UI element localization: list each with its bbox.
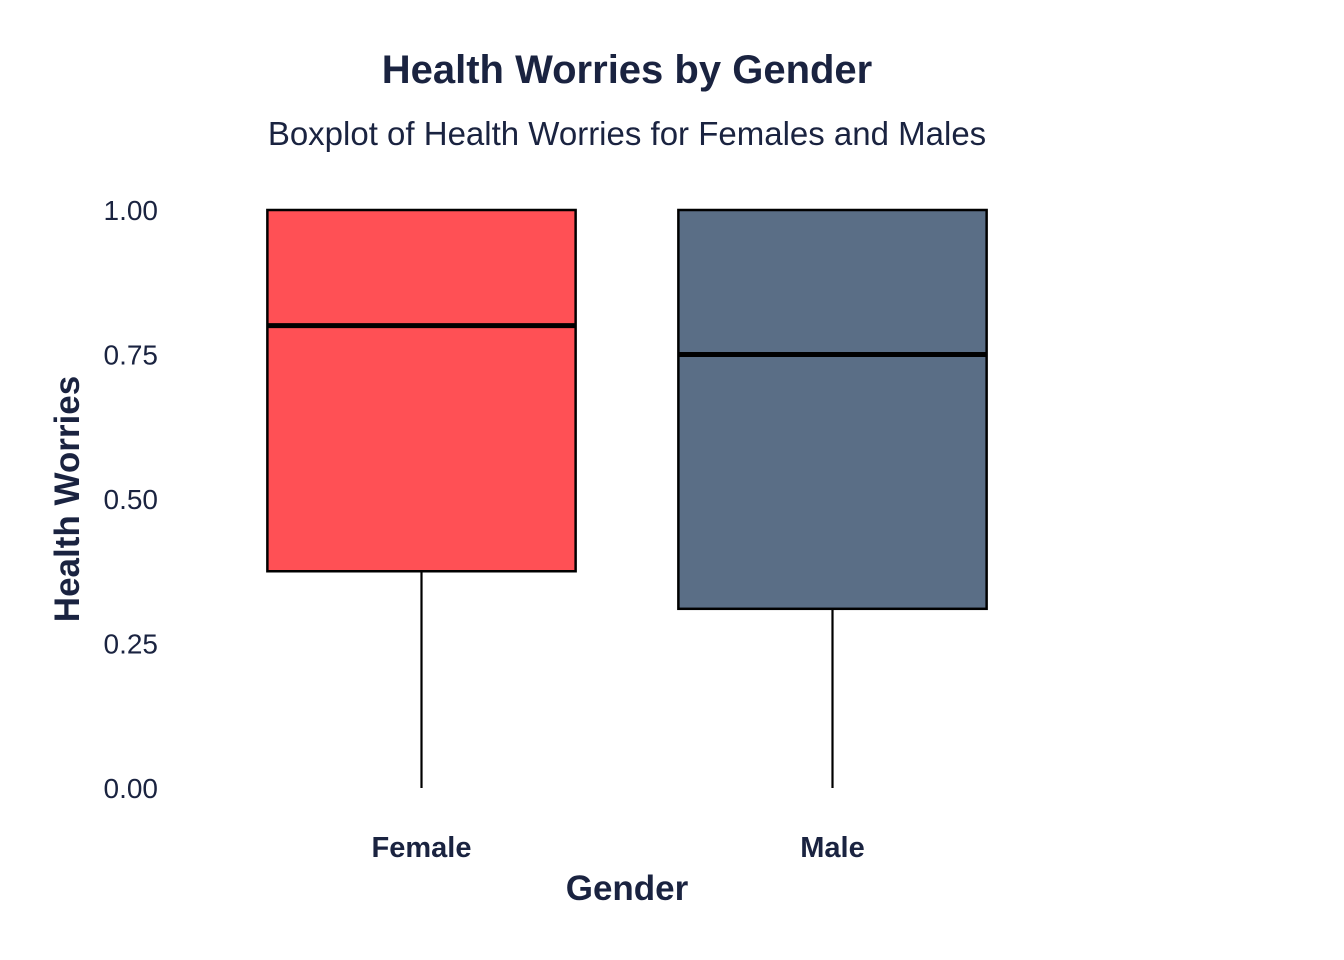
y-axis-ticks: 0.00 0.25 0.50 0.75 1.00 <box>104 195 159 804</box>
box <box>266 208 577 573</box>
boxes-layer <box>266 208 988 788</box>
x-axis-ticks: Female Male <box>372 832 865 864</box>
chart-title: Health Worries by Gender <box>382 48 873 92</box>
x-tick-label: Male <box>800 832 864 864</box>
x-tick-label: Female <box>372 832 472 864</box>
y-tick-label: 0.75 <box>104 340 159 371</box>
chart-subtitle: Boxplot of Health Worries for Females an… <box>268 115 986 152</box>
y-tick-label: 0.50 <box>104 484 159 515</box>
box <box>677 208 988 611</box>
x-axis-title: Gender <box>566 869 689 908</box>
y-tick-label: 1.00 <box>104 195 159 226</box>
box-group-female <box>266 208 577 788</box>
box-group-male <box>677 208 988 788</box>
y-tick-label: 0.25 <box>104 629 159 660</box>
y-tick-label: 0.00 <box>104 773 159 804</box>
y-axis-title: Health Worries <box>48 376 87 622</box>
